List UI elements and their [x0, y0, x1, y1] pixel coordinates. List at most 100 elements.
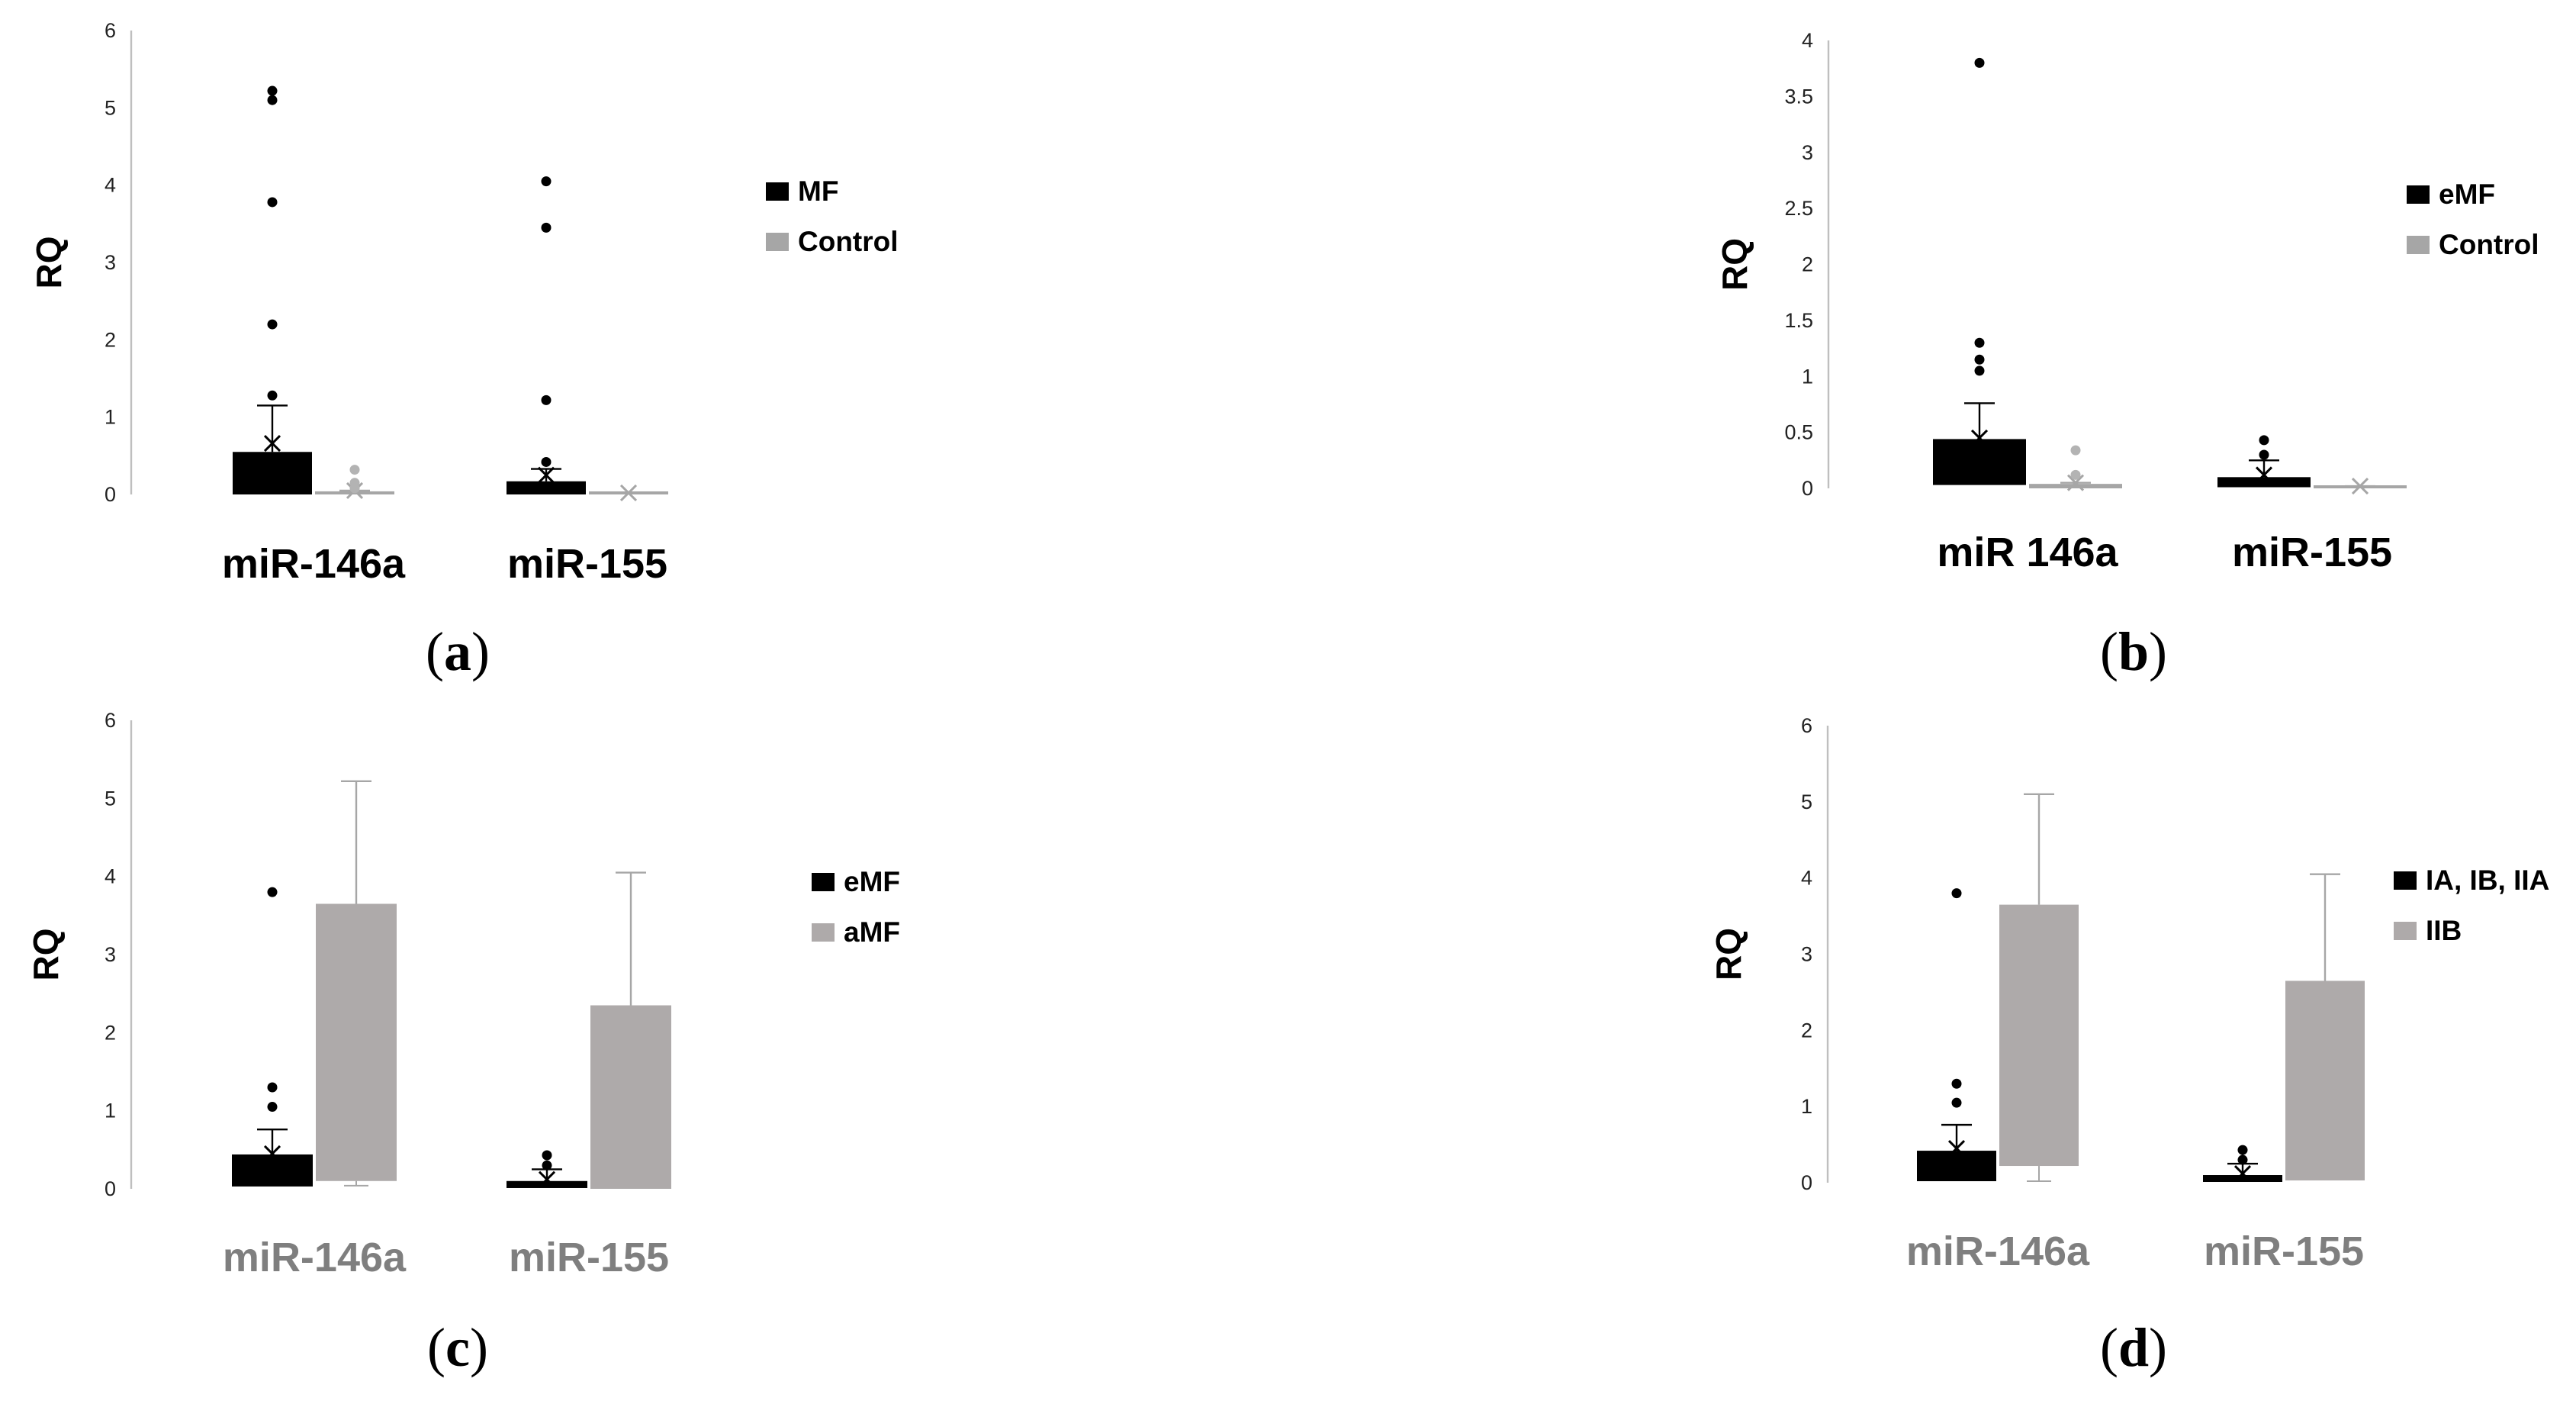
- category-label: miR-155: [509, 1235, 669, 1280]
- y-tick-label: 2: [1802, 253, 1813, 276]
- panel-letter: (b): [2100, 621, 2167, 682]
- outlier-point: [267, 390, 278, 401]
- category-label: miR-155: [507, 541, 667, 587]
- legend-swatch: [812, 873, 835, 891]
- bar-emf: [507, 1180, 587, 1188]
- y-tick-label: 3: [105, 943, 116, 966]
- outlier-point: [2237, 1145, 2248, 1155]
- mean-marker: [1970, 429, 1989, 447]
- y-axis-label: RQ: [29, 237, 69, 289]
- mean-marker: [263, 1145, 281, 1163]
- outlier-point: [267, 95, 278, 105]
- bar-ia-ib-iia: [1917, 1151, 1996, 1182]
- legend-swatch: [2407, 185, 2430, 204]
- panel-c: 0 1 2 3 4 5 6 RQ miR-146a miR-155 eMF aMF (c): [26, 709, 900, 1378]
- y-tick-label: 6: [1801, 714, 1812, 737]
- bar-mf: [233, 452, 312, 494]
- category-label: miR-155: [2204, 1228, 2364, 1274]
- outlier-point: [349, 465, 360, 475]
- y-tick-label: 0.5: [1784, 421, 1813, 444]
- y-axis-label: RQ: [1709, 928, 1748, 981]
- outlier-point: [267, 319, 278, 330]
- y-tick-label: 0: [105, 483, 116, 506]
- outlier-point: [1974, 337, 1985, 348]
- legend-swatch: [2407, 236, 2430, 254]
- bar-mf: [507, 481, 586, 494]
- outlier-point: [1974, 354, 1985, 365]
- y-tick-label: 0: [105, 1177, 116, 1200]
- y-tick-label: 2.5: [1784, 197, 1813, 220]
- category-label: miR 146a: [1937, 530, 2118, 575]
- outlier-point: [2259, 449, 2269, 460]
- bar-emf: [1933, 439, 2026, 485]
- outlier-point: [542, 1150, 552, 1161]
- outlier-point: [542, 1160, 552, 1171]
- bar-iib: [1999, 904, 2079, 1167]
- bar-emf: [232, 1154, 313, 1187]
- y-tick-label: 5: [1801, 791, 1812, 813]
- y-tick-label: 1: [1801, 1095, 1812, 1118]
- panel-letter: (d): [2100, 1317, 2167, 1378]
- y-tick-label: 0: [1801, 1171, 1812, 1194]
- bar-emf: [2217, 477, 2311, 488]
- legend-swatch: [812, 923, 835, 942]
- outlier-point: [267, 1082, 278, 1093]
- outlier-point: [1951, 888, 1962, 899]
- panel-d: 0 1 2 3 4 5 6 RQ miR-146a miR-155 IA, IB, IIA IIB (d…: [1709, 714, 2549, 1378]
- outlier-point: [2237, 1154, 2248, 1165]
- category-label: miR-146a: [223, 1235, 407, 1280]
- legend-label: Control: [798, 226, 899, 257]
- outlier-point: [1974, 57, 1985, 68]
- y-tick-label: 6: [105, 19, 116, 42]
- bar-control: [2029, 484, 2122, 488]
- outlier-point: [2070, 469, 2081, 480]
- mean-marker: [538, 1171, 556, 1188]
- outlier-point: [349, 483, 360, 494]
- outlier-point: [267, 887, 278, 897]
- outlier-point: [267, 85, 278, 96]
- mean-marker: [2255, 466, 2273, 484]
- legend-swatch: [766, 182, 789, 201]
- panel-letter: (c): [427, 1317, 488, 1378]
- y-tick-label: 1: [1802, 365, 1813, 388]
- mean-marker: [537, 466, 555, 484]
- mean-marker: [2066, 474, 2085, 491]
- outlier-point: [1951, 1097, 1962, 1108]
- y-tick-label: 2: [105, 1021, 116, 1044]
- legend-swatch: [2394, 922, 2417, 940]
- y-tick-label: 1.5: [1784, 309, 1813, 332]
- bar-iib: [2285, 981, 2365, 1181]
- outlier-point: [541, 222, 552, 233]
- y-tick-label: 3.5: [1784, 85, 1813, 108]
- outlier-point: [2070, 445, 2081, 456]
- outlier-point: [541, 176, 552, 187]
- y-tick-label: 3: [1802, 141, 1813, 164]
- outlier-point: [541, 394, 552, 405]
- mean-marker: [1947, 1140, 1966, 1158]
- y-tick-label: 5: [105, 96, 116, 119]
- y-tick-label: 3: [105, 251, 116, 274]
- category-label: miR-146a: [222, 541, 406, 587]
- y-tick-label: 2: [105, 328, 116, 351]
- panel-b: 0 0.5 1 1.5 2 2.5 3 3.5 4 RQ miR 146a miR-155 eMF Con…: [1715, 29, 2539, 682]
- y-tick-label: 1: [105, 1100, 116, 1122]
- y-tick-label: 2: [1801, 1019, 1812, 1042]
- y-axis-label: RQ: [26, 929, 66, 981]
- outlier-point: [267, 1102, 278, 1113]
- mean-marker: [2233, 1164, 2252, 1183]
- y-tick-label: 4: [1801, 867, 1812, 890]
- outlier-point: [1974, 365, 1985, 376]
- y-axis-label: RQ: [1715, 238, 1754, 291]
- y-tick-label: 4: [1802, 29, 1813, 52]
- legend-label: eMF: [844, 866, 900, 897]
- category-label: miR-155: [2232, 530, 2392, 575]
- bar-amf: [590, 1005, 671, 1189]
- legend-swatch: [766, 233, 789, 251]
- y-tick-label: 4: [105, 174, 116, 197]
- panel-a: 0 1 2 3 4 5 6 RQ miR-146a miR-155 MF Control (a): [29, 19, 899, 682]
- legend-swatch: [2394, 871, 2417, 890]
- bar-amf: [316, 903, 397, 1181]
- mean-marker: [2351, 478, 2369, 495]
